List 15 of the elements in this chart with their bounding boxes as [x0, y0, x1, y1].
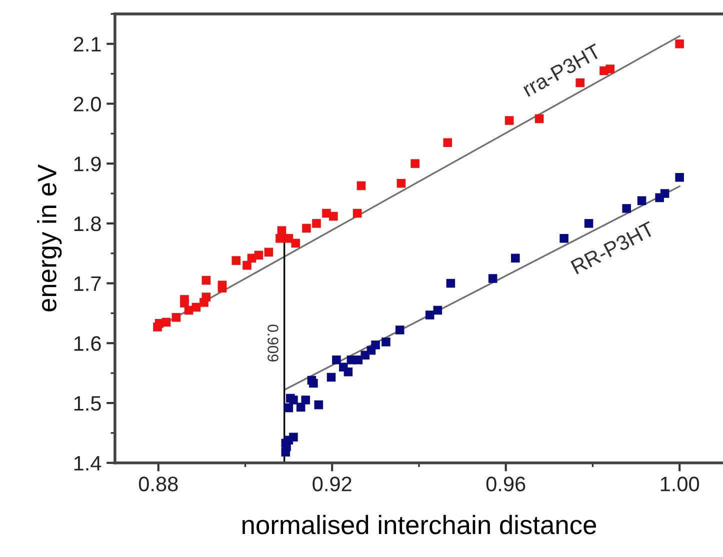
y-tick-label: 1.6 — [74, 336, 101, 351]
y-tick-label: 1.4 — [74, 456, 102, 470]
x-axis-title: normalised interchain distance — [242, 514, 596, 534]
y-tick-label: 1.9 — [74, 156, 101, 172]
x-tick-label: 0.92 — [312, 476, 352, 492]
y-axis-title: energy in eV — [37, 164, 62, 312]
y-tick-label: 1.7 — [74, 276, 101, 291]
y-tick-label: 1.5 — [74, 396, 101, 411]
x-tick-label: 1.00 — [660, 476, 700, 492]
x-tick-label: 0.96 — [486, 476, 526, 492]
annotation: 0.909 — [268, 324, 278, 362]
y-tick-label: 2.0 — [74, 96, 101, 112]
y-tick-label: 2.1 — [74, 36, 101, 52]
x-tick-label: 0.88 — [138, 476, 178, 492]
y-tick-label: 1.8 — [74, 216, 101, 232]
